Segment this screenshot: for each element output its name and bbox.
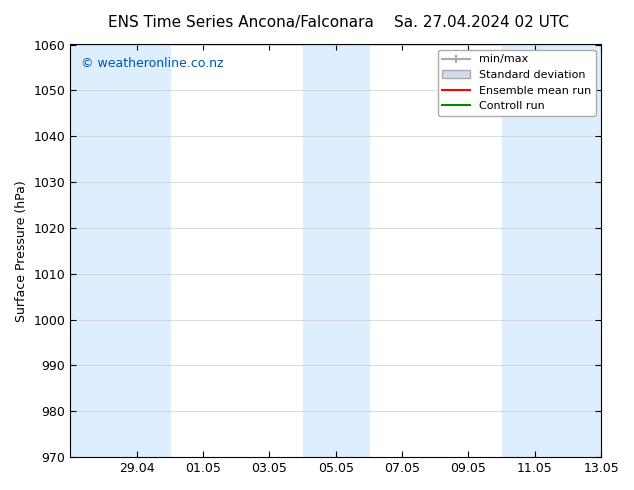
Text: ENS Time Series Ancona/Falconara: ENS Time Series Ancona/Falconara bbox=[108, 15, 374, 30]
Bar bbox=[70, 45, 170, 457]
Text: © weatheronline.co.nz: © weatheronline.co.nz bbox=[81, 57, 223, 70]
Bar bbox=[302, 45, 369, 457]
Bar bbox=[501, 45, 601, 457]
Y-axis label: Surface Pressure (hPa): Surface Pressure (hPa) bbox=[15, 180, 28, 322]
Legend: min/max, Standard deviation, Ensemble mean run, Controll run: min/max, Standard deviation, Ensemble me… bbox=[437, 50, 595, 116]
Text: Sa. 27.04.2024 02 UTC: Sa. 27.04.2024 02 UTC bbox=[394, 15, 569, 30]
